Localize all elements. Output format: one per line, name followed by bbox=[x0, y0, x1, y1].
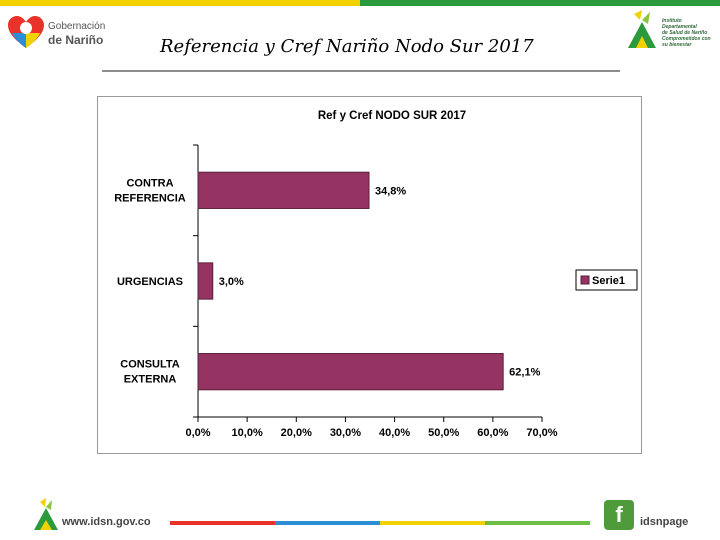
heart-logo-icon bbox=[8, 16, 44, 48]
legend-box bbox=[575, 269, 638, 291]
facebook-icon[interactable]: f bbox=[604, 500, 634, 530]
x-tick-label: 60,0% bbox=[477, 427, 508, 439]
title-divider bbox=[102, 70, 620, 72]
x-tick-label: 30,0% bbox=[330, 427, 361, 439]
top-color-bar bbox=[0, 0, 720, 6]
idsn-emblem-icon bbox=[628, 10, 656, 48]
footer-bar-red bbox=[170, 521, 275, 525]
chart-title: Ref y Cref NODO SUR 2017 bbox=[318, 110, 466, 122]
top-bar-green bbox=[360, 0, 720, 6]
category-label: CONSULTA bbox=[120, 359, 180, 371]
gobernacion-logo: Gobernación de Nariño bbox=[8, 14, 118, 54]
chart-area: Ref y Cref NODO SUR 2017 0,0% 10,0% 20,0% 30… bbox=[97, 96, 642, 454]
x-tick-label: 10,0% bbox=[232, 427, 263, 439]
idsn-logo: Instituto Departamental de Salud de Nari… bbox=[624, 8, 716, 54]
idsn-logo-line: Comprometidos con su bienestar bbox=[662, 36, 711, 48]
footer-bar-blue bbox=[275, 521, 380, 525]
logo-text-line2: de Nariño bbox=[48, 33, 104, 47]
logo-text-line1: Gobernación bbox=[48, 21, 106, 32]
facebook-page-link[interactable]: idsnpage bbox=[640, 516, 689, 528]
x-tick-label: 50,0% bbox=[428, 427, 459, 439]
top-bar-yellow bbox=[0, 0, 360, 6]
category-label: EXTERNA bbox=[124, 374, 177, 386]
category-label: URGENCIAS bbox=[117, 276, 183, 288]
legend-label: Serie1 bbox=[592, 275, 625, 287]
x-tick-label: 0,0% bbox=[185, 427, 210, 439]
data-label: 34,8% bbox=[375, 185, 406, 197]
footer-emblem-icon bbox=[34, 498, 58, 530]
footer-bar-green bbox=[485, 521, 590, 525]
legend-swatch bbox=[580, 275, 590, 285]
footer-bar-yellow bbox=[380, 521, 485, 525]
category-label: REFERENCIA bbox=[114, 192, 186, 204]
x-tick-label: 40,0% bbox=[379, 427, 410, 439]
category-label: CONTRA bbox=[126, 177, 173, 189]
bar-chart: Ref y Cref NODO SUR 2017 0,0% 10,0% 20,0% 30… bbox=[114, 110, 638, 439]
idsn-logo-text: Instituto Departamental de Salud de Nari… bbox=[662, 18, 716, 48]
footer-url-link[interactable]: www.idsn.gov.co bbox=[62, 516, 151, 528]
data-label: 62,1% bbox=[509, 367, 540, 379]
idsn-logo-line: de Salud de Nariño bbox=[662, 30, 708, 36]
slide-title: Referencia y Cref Nariño Nodo Sur 2017 bbox=[160, 36, 534, 57]
bar bbox=[197, 171, 370, 209]
x-tick-label: 20,0% bbox=[281, 427, 312, 439]
bar bbox=[197, 353, 504, 391]
x-tick-label: 70,0% bbox=[526, 427, 557, 439]
bar bbox=[197, 262, 214, 300]
data-label: 3,0% bbox=[219, 276, 244, 288]
idsn-logo-line: Instituto bbox=[662, 18, 682, 24]
idsn-logo-line: Departamental bbox=[662, 24, 697, 30]
